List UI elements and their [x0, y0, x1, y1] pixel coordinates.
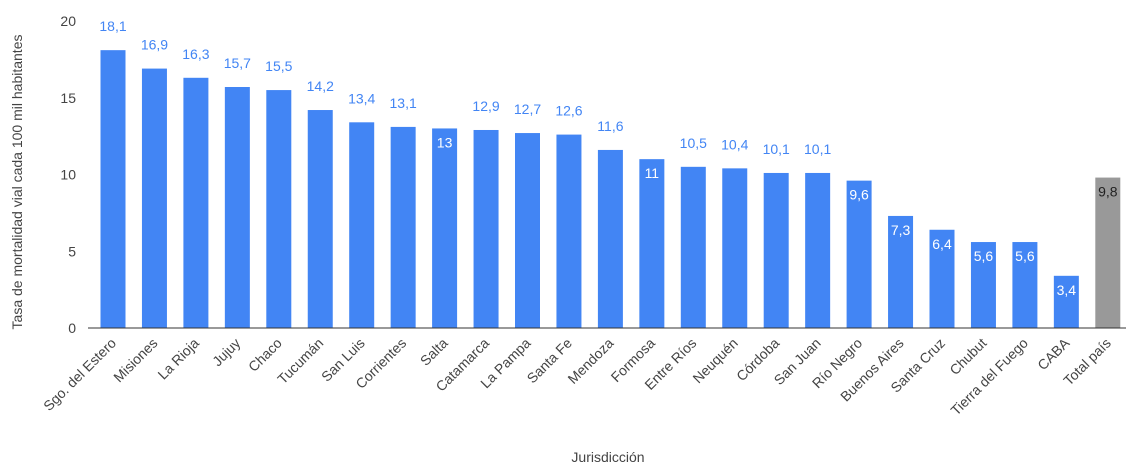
- y-tick-label: 0: [68, 320, 76, 336]
- x-tick-label: Tierra del Fuego: [947, 335, 1031, 419]
- x-tick-label: La Rioja: [154, 335, 202, 383]
- bar: [100, 50, 126, 328]
- bar: [763, 172, 789, 328]
- x-tick-label: Tucumán: [274, 335, 326, 387]
- value-label: 3,4: [1057, 282, 1077, 298]
- x-tick-label: Jujuy: [209, 335, 243, 369]
- bar: [970, 242, 996, 328]
- bar: [722, 168, 748, 328]
- y-axis-label: Tasa de mortalidad vial cada 100 mil hab…: [9, 35, 25, 330]
- value-label: 11,6: [597, 118, 623, 134]
- value-label: 10,1: [804, 141, 831, 157]
- x-tick-label: CABA: [1034, 334, 1073, 373]
- y-tick-label: 20: [60, 13, 76, 29]
- value-label: 9,8: [1098, 184, 1118, 200]
- x-axis-label: Jurisdicción: [571, 449, 644, 464]
- value-label: 10,1: [763, 141, 790, 157]
- bar: [224, 87, 250, 328]
- bar: [1012, 242, 1038, 328]
- value-label: 15,5: [265, 58, 292, 74]
- bar: [349, 122, 375, 328]
- y-tick-label: 10: [60, 167, 76, 183]
- value-label: 11: [645, 165, 660, 181]
- value-label: 5,6: [1015, 248, 1035, 264]
- value-label: 12,7: [514, 101, 541, 117]
- x-tick-label: Neuquén: [689, 335, 740, 386]
- bar: [432, 128, 458, 328]
- value-label: 12,6: [555, 103, 582, 119]
- x-tick-label: Sgo. del Estero: [40, 335, 119, 414]
- bar: [556, 134, 582, 328]
- bar: [805, 172, 831, 328]
- bar: [597, 149, 623, 328]
- value-label: 18,1: [99, 18, 126, 34]
- value-label: 10,4: [721, 136, 748, 152]
- value-label: 12,9: [472, 98, 499, 114]
- value-label: 10,5: [680, 135, 707, 151]
- bar: [929, 229, 955, 328]
- bar: [1053, 275, 1079, 328]
- bar: [473, 129, 499, 328]
- x-tick-label: Chaco: [245, 335, 285, 375]
- bar: [266, 90, 292, 328]
- value-label: 7,3: [891, 222, 911, 238]
- value-label: 13,4: [348, 90, 375, 106]
- x-tick-label: Mendoza: [564, 335, 616, 387]
- bar: [1095, 177, 1121, 328]
- value-label: 5,6: [974, 248, 994, 264]
- value-label: 16,9: [141, 37, 168, 53]
- y-tick-label: 5: [68, 243, 76, 259]
- bar: [390, 126, 416, 328]
- bar: [183, 77, 209, 328]
- value-label: 13: [437, 134, 453, 150]
- bar: [515, 133, 540, 328]
- bar: [307, 110, 333, 328]
- bar: [680, 166, 706, 328]
- value-label: 13,1: [390, 95, 417, 111]
- value-label: 6,4: [932, 236, 952, 252]
- value-label: 14,2: [307, 78, 334, 94]
- y-axis-ticks: 0 5 10 15 20: [60, 13, 76, 336]
- x-tick-label: Misiones: [110, 335, 160, 385]
- value-label: 16,3: [182, 46, 209, 62]
- value-labels: 18,1 16,9 16,3 15,7 15,5 14,2 13,4 13,1 13 12,9 12…: [99, 18, 1117, 298]
- value-label: 9,6: [849, 187, 869, 203]
- bars: [100, 50, 1121, 329]
- x-tick-label: Salta: [417, 335, 451, 369]
- bar: [141, 68, 167, 329]
- bar: [846, 180, 872, 328]
- value-label: 15,7: [224, 55, 251, 71]
- bar: [639, 159, 665, 328]
- y-tick-label: 15: [60, 90, 76, 106]
- bar: [888, 215, 914, 328]
